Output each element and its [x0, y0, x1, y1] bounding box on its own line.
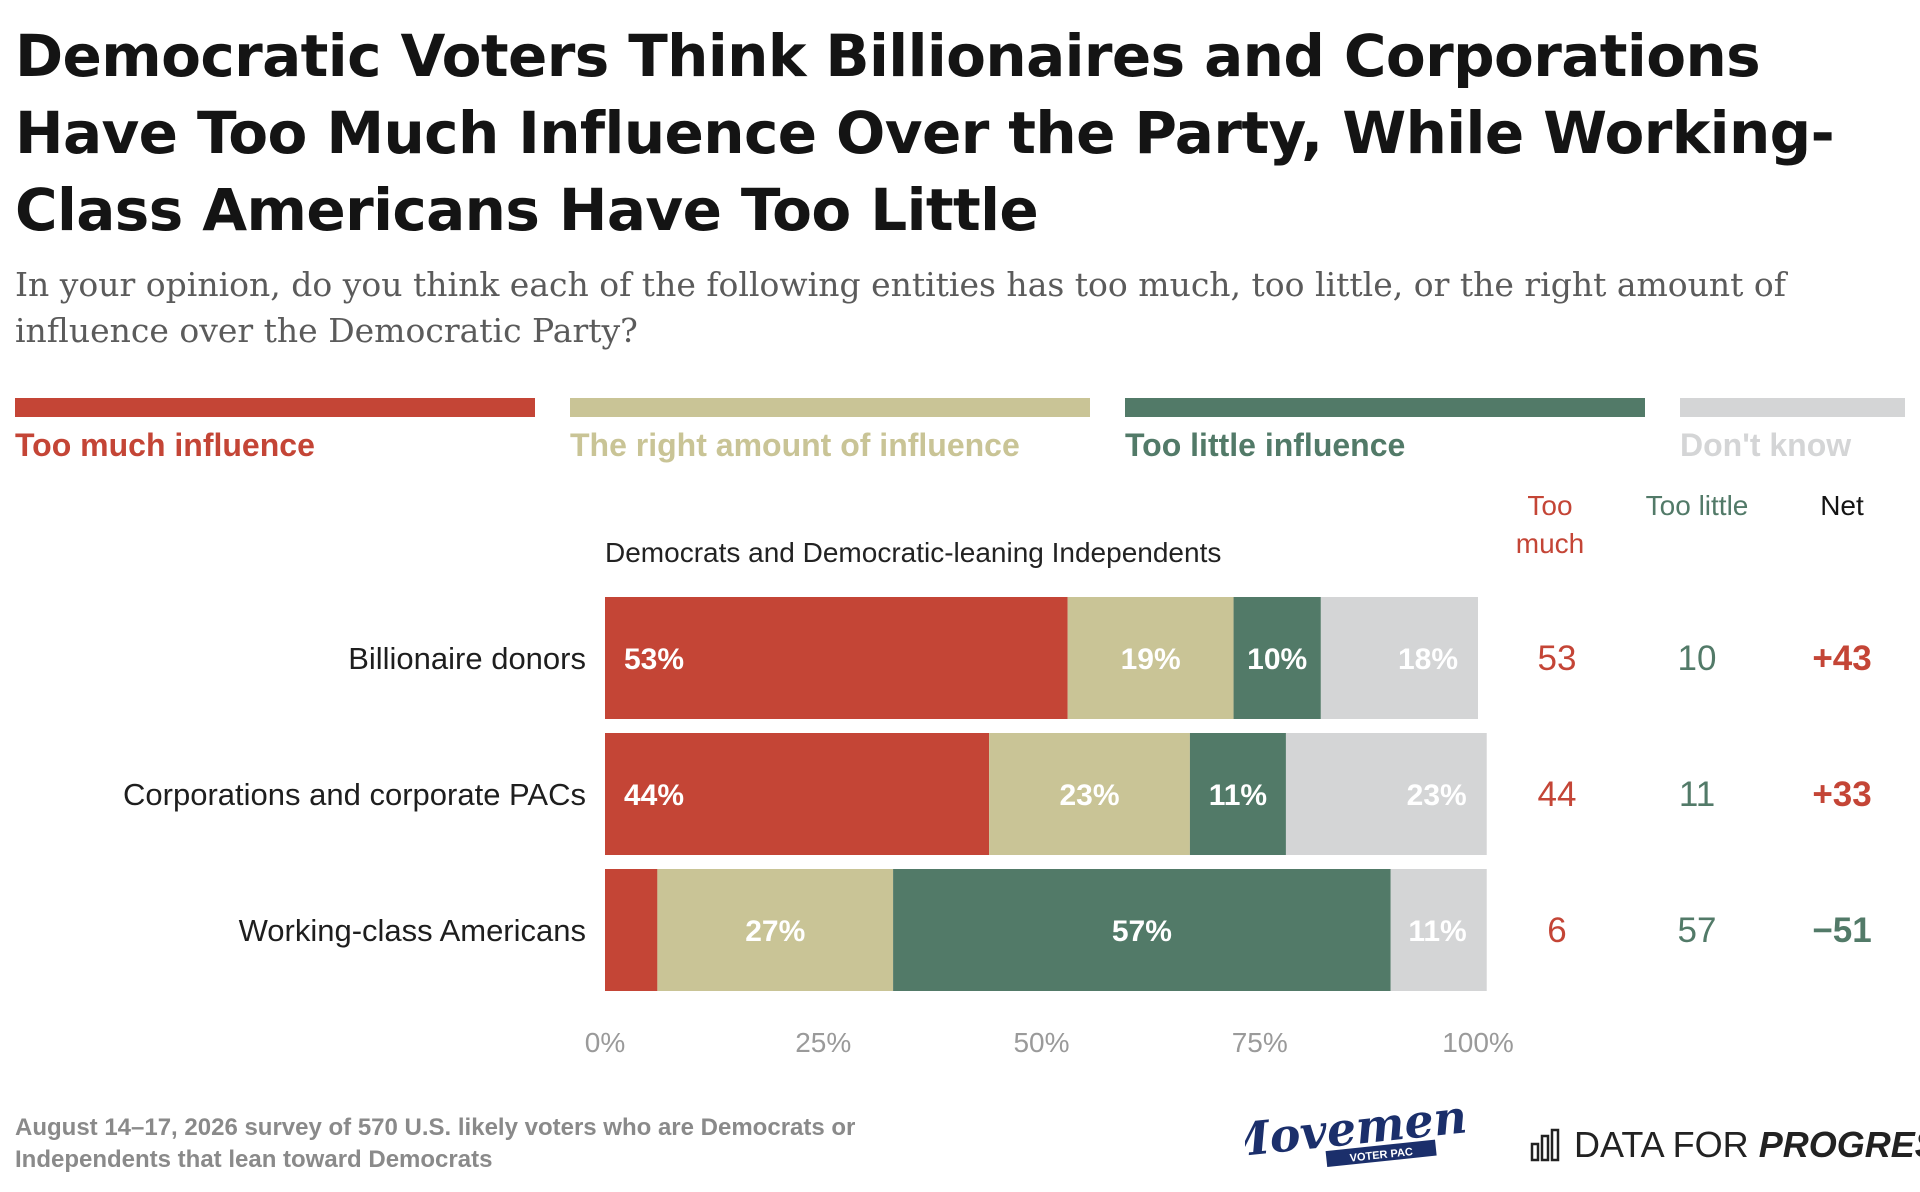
stacked-bar-chart: Democrats and Democratic-leaning Indepen… — [123, 490, 1872, 1058]
legend-swatch-too-much — [15, 398, 535, 417]
dfp-text-bold: PROGRESS — [1758, 1124, 1920, 1165]
legend-item-dont-know: Don't know — [1680, 398, 1905, 464]
summary-header-too-much: Too much — [1516, 490, 1584, 559]
x-tick-label: 25% — [795, 1027, 851, 1058]
bar-segment — [893, 869, 1391, 991]
summary-header-net: Net — [1820, 490, 1864, 521]
bar-data-label: 23% — [1059, 779, 1119, 812]
summary-net-value: +43 — [1812, 639, 1871, 678]
bar-segment — [1189, 733, 1286, 855]
x-tick-label: 50% — [1013, 1027, 1069, 1058]
bar-segment — [1285, 733, 1487, 855]
bar-data-label: 11% — [1408, 915, 1466, 948]
summary-too-much-value: 6 — [1547, 911, 1566, 950]
legend-swatch-too-little — [1125, 398, 1645, 417]
summary-too-much-value: 44 — [1538, 775, 1577, 814]
bar-segment — [989, 733, 1190, 855]
bar-segment — [605, 869, 658, 991]
x-tick-label: 75% — [1232, 1027, 1288, 1058]
chart-group-label: Democrats and Democratic-leaning Indepen… — [605, 537, 1221, 568]
category-label: Corporations and corporate PACs — [123, 777, 586, 812]
legend-label-too-little: Too little influence — [1125, 427, 1406, 463]
legend-label-right-amount: The right amount of influence — [570, 427, 1020, 463]
bar-chart-icon — [1530, 1128, 1560, 1162]
bar-segment — [1233, 597, 1321, 719]
footer-note: August 14–17, 2026 survey of 570 U.S. li… — [15, 1114, 856, 1173]
legend-item-too-little: Too little influence — [1125, 398, 1645, 464]
summary-header-too-little: Too little — [1646, 490, 1749, 521]
legend-swatch-right-amount — [570, 398, 1090, 417]
summary-too-much-value: 53 — [1538, 639, 1577, 678]
bar-data-label: 18% — [1398, 643, 1458, 676]
bar-data-label: 19% — [1121, 643, 1181, 676]
bar-segment — [605, 597, 1068, 719]
page-subtitle: In your opinion, do you think each of th… — [15, 265, 1787, 350]
bar-data-label: 44% — [624, 779, 684, 812]
movement-voter-pac-logo: Movement VOTER PAC — [1245, 1100, 1465, 1169]
page-title: Democratic Voters Think Billionaires and… — [15, 22, 1835, 244]
legend-item-right-amount: The right amount of influence — [570, 398, 1090, 464]
legend-label-dont-know: Don't know — [1680, 427, 1852, 463]
category-label: Billionaire donors — [348, 641, 586, 676]
legend-item-too-much: Too much influence — [15, 398, 535, 464]
bar-segment — [657, 869, 894, 991]
summary-too-little-value: 57 — [1678, 911, 1717, 950]
bar-data-label: 53% — [624, 643, 684, 676]
data-for-progress-logo: DATA FOR PROGRESS — [1530, 1120, 1920, 1170]
bar-data-label: 11% — [1209, 779, 1267, 812]
bar-segment — [1390, 869, 1487, 991]
x-tick-label: 100% — [1442, 1027, 1514, 1058]
summary-too-little-value: 11 — [1679, 775, 1715, 814]
bar-data-label: 57% — [1112, 915, 1172, 948]
dfp-text-regular: DATA FOR — [1574, 1124, 1759, 1165]
summary-net-value: −51 — [1812, 911, 1871, 950]
legend-swatch-dont-know — [1680, 398, 1905, 417]
x-tick-label: 0% — [585, 1027, 625, 1058]
bar-data-label: 27% — [745, 915, 805, 948]
bar-data-label: 23% — [1407, 779, 1467, 812]
bar-segment — [1067, 597, 1234, 719]
bar-segment — [605, 733, 990, 855]
bar-data-label: 10% — [1247, 643, 1307, 676]
summary-too-little-value: 10 — [1678, 639, 1717, 678]
legend-label-too-much: Too much influence — [15, 427, 315, 463]
summary-net-value: +33 — [1812, 775, 1871, 814]
category-label: Working-class Americans — [239, 913, 586, 948]
bar-segment — [1320, 597, 1478, 719]
